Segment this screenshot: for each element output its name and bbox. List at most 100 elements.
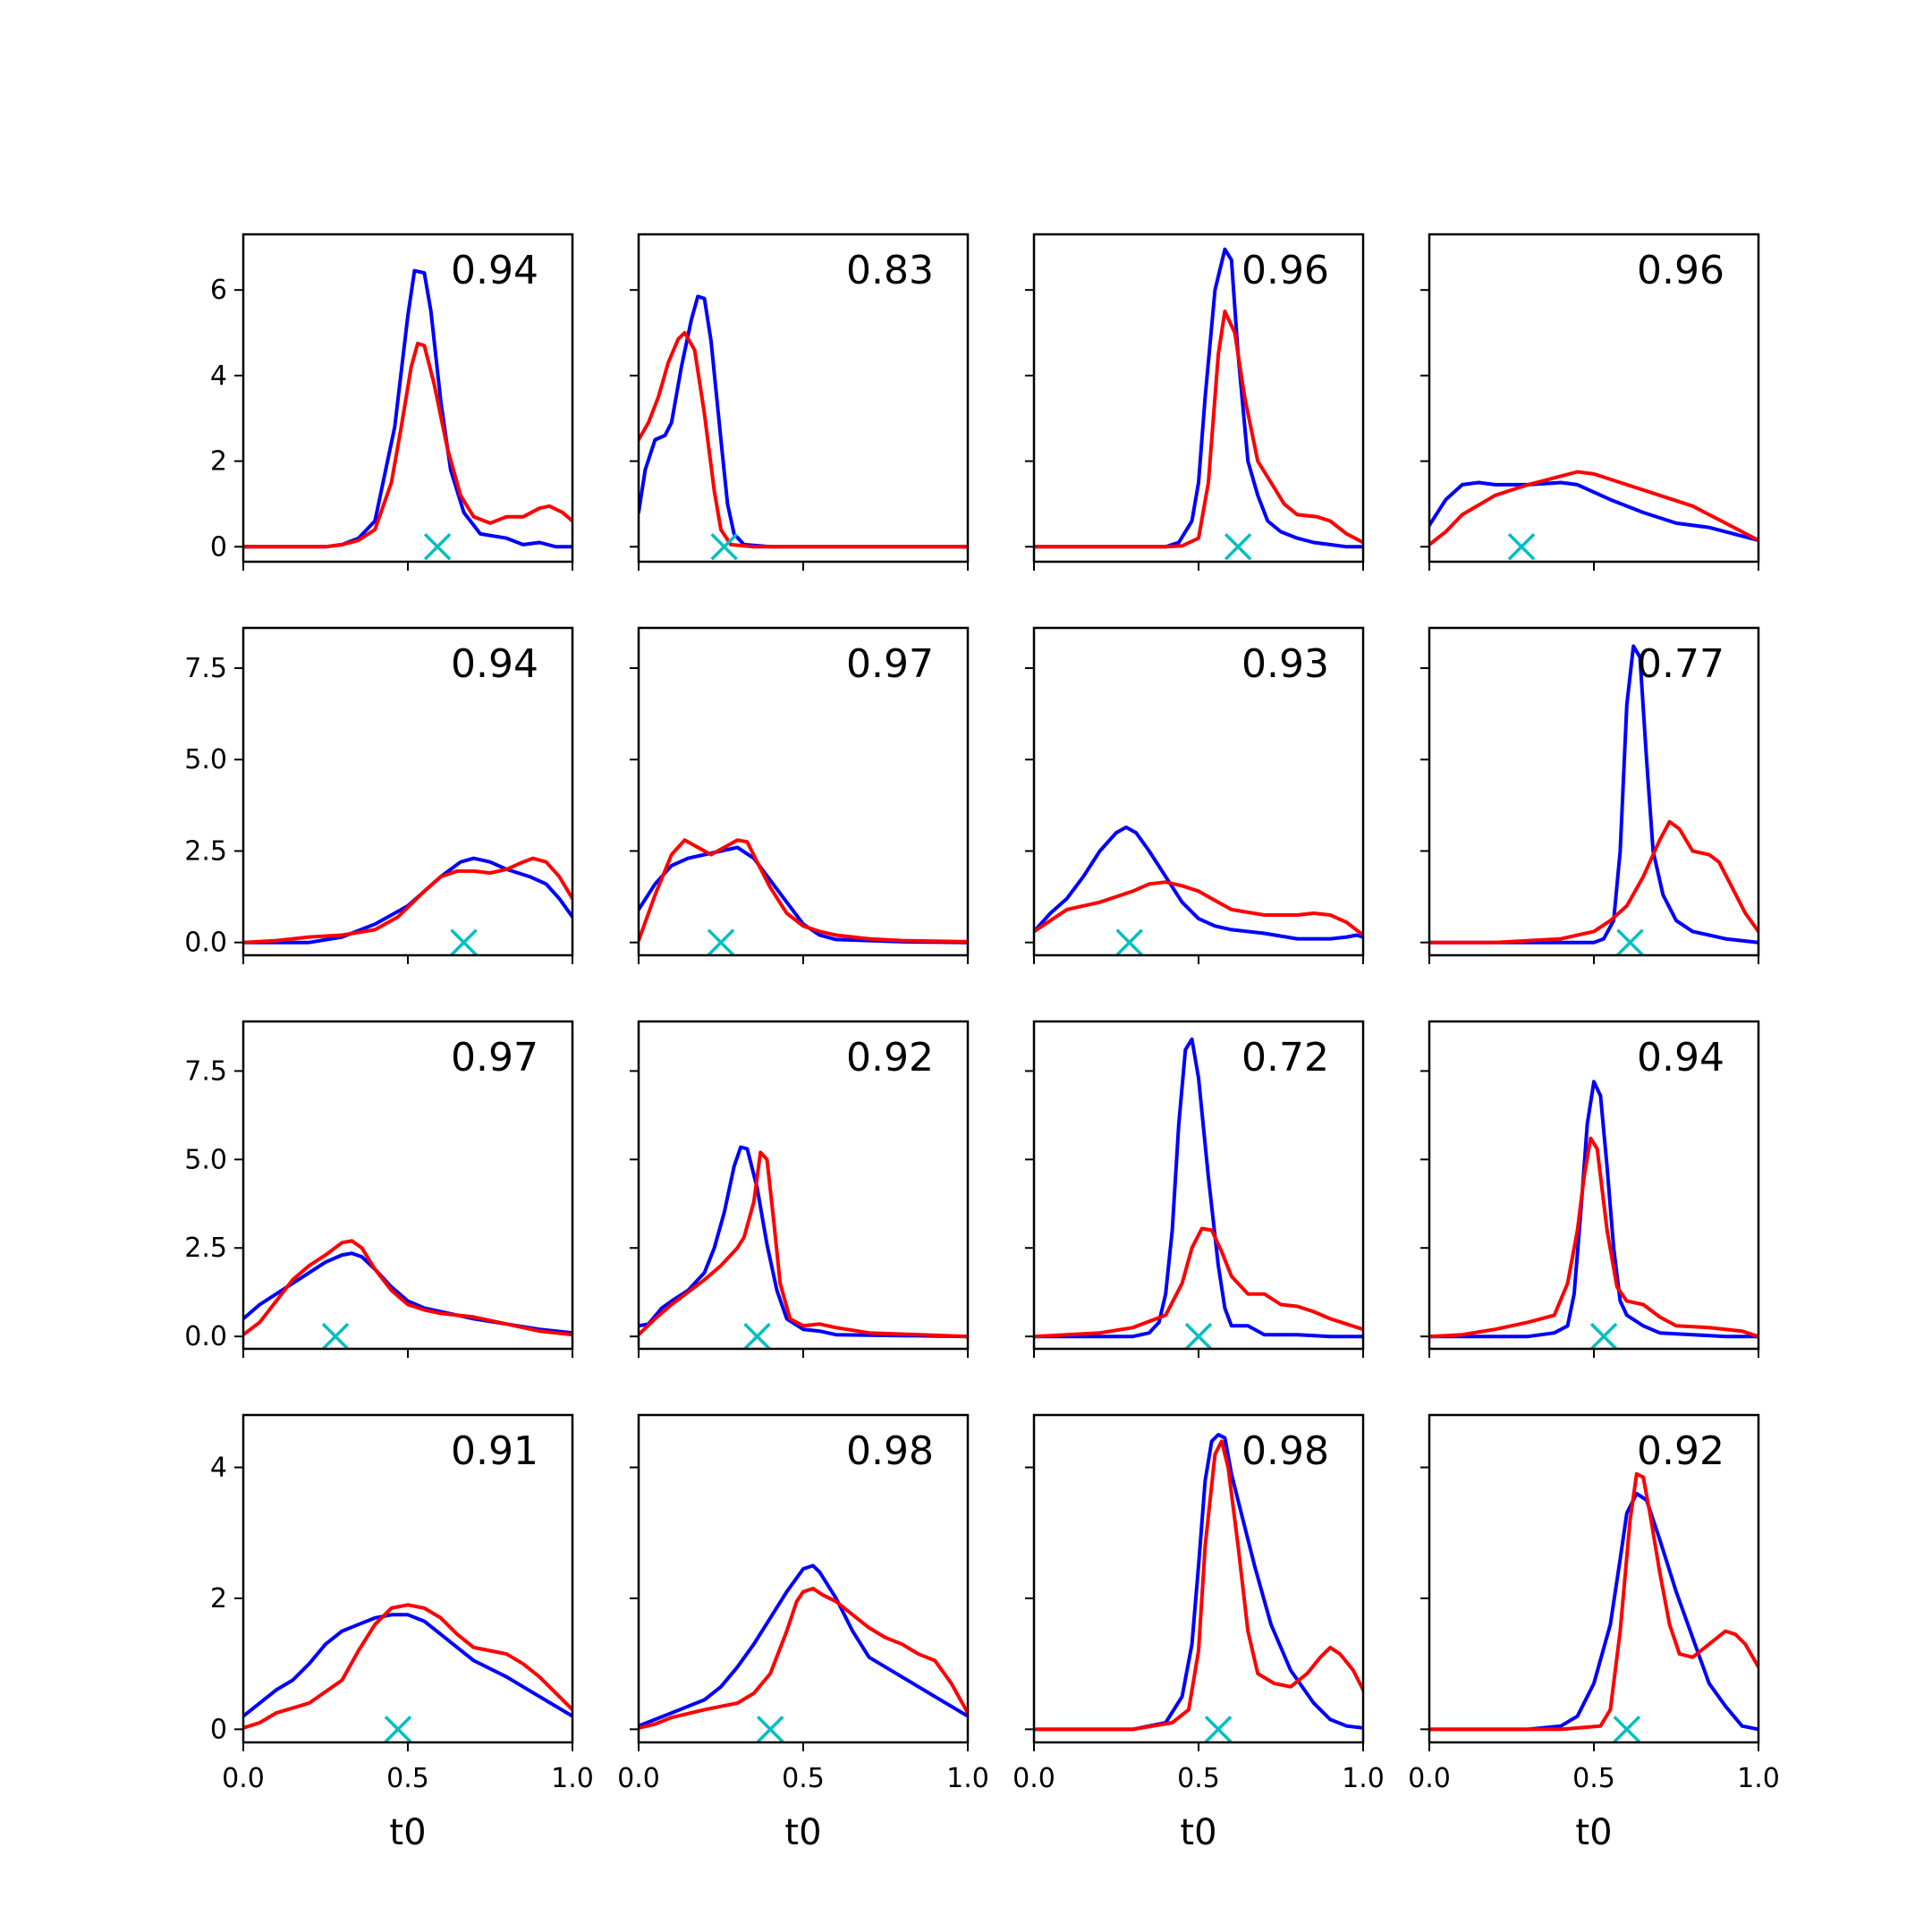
marker-stroke [1115, 928, 1143, 956]
blue-density-line [1034, 247, 1363, 549]
panel-score-label: 0.91 [451, 1428, 538, 1474]
blue-density-line [639, 1563, 968, 1728]
blue-density-line [639, 1145, 968, 1339]
panel-1: 0 2 4 6 0.94 [210, 233, 574, 571]
blue-density-line [1034, 825, 1363, 941]
red-density-line [243, 856, 572, 945]
y-tick-label: 7.5 [184, 653, 227, 684]
true-t0-marker [423, 533, 452, 561]
blue-density-line [1034, 1037, 1363, 1339]
panel-score-label: 0.93 [1241, 641, 1329, 687]
red-density-line [1034, 1226, 1363, 1339]
y-tick-label: 5.0 [184, 1144, 227, 1175]
y-tick-label: 0.0 [184, 1321, 227, 1352]
panel-score-label: 0.94 [451, 641, 538, 687]
marker-stroke [423, 533, 452, 561]
red-density-line [1429, 1136, 1758, 1339]
red-density-line [1034, 1439, 1363, 1732]
blue-density-line [243, 1251, 572, 1335]
true-t0-marker [1616, 928, 1644, 956]
true-t0-marker [1589, 1322, 1618, 1351]
blue-density-line [639, 845, 968, 945]
marker-stroke [1507, 533, 1536, 561]
red-density-line [1429, 819, 1758, 945]
red-density-line [1034, 880, 1363, 937]
true-t0-marker [743, 1322, 771, 1351]
x-tick-label: 0.5 [1572, 1763, 1615, 1794]
y-tick-label: 0.0 [184, 928, 227, 959]
x-tick-label: 0.5 [1177, 1763, 1220, 1794]
red-density-line [639, 838, 968, 944]
panel-score-label: 0.96 [1241, 248, 1329, 293]
panel-score-label: 0.94 [451, 248, 538, 293]
marker-stroke [1224, 533, 1252, 561]
true-t0-marker [710, 533, 738, 561]
panel-11: 0.72 [1025, 1020, 1365, 1358]
x-tick-label: 1.0 [946, 1763, 989, 1794]
panel-score-label: 0.98 [1241, 1428, 1329, 1474]
true-t0-marker [450, 928, 478, 956]
panel-score-label: 0.77 [1637, 641, 1724, 687]
x-tick-label: 0.0 [617, 1763, 660, 1794]
panel-score-label: 0.92 [846, 1035, 934, 1080]
true-t0-marker [384, 1716, 412, 1743]
panel-score-label: 0.94 [1637, 1035, 1724, 1080]
blue-density-line [243, 268, 572, 549]
panel-4: 0.96 [1420, 233, 1760, 571]
panel-6: 0.97 [630, 626, 970, 964]
panel-14: 0.0 0.5 1.0 t0 0.98 [617, 1413, 989, 1853]
y-tick-label: 0 [210, 1714, 227, 1745]
panel-score-label: 0.97 [846, 641, 934, 687]
panel-12: 0.94 [1420, 1020, 1760, 1358]
true-t0-marker [1224, 533, 1252, 561]
true-t0-marker [1184, 1322, 1213, 1351]
y-tick-label: 4 [210, 360, 227, 392]
x-tick-label: 1.0 [551, 1763, 594, 1794]
marker-stroke [321, 1322, 350, 1351]
red-density-line [1429, 470, 1758, 547]
red-density-line [243, 1603, 572, 1730]
marker-stroke [450, 928, 478, 956]
blue-density-line [1034, 1433, 1363, 1732]
true-t0-marker [756, 1716, 784, 1743]
panel-7: 0.93 [1025, 626, 1365, 964]
blue-density-line [1429, 1491, 1758, 1732]
x-axis-label: t0 [784, 1812, 821, 1853]
red-density-line [1429, 1471, 1758, 1732]
panel-3: 0.96 [1025, 233, 1365, 571]
blue-density-line [1429, 480, 1758, 543]
panel-16: 0.0 0.5 1.0 t0 0.92 [1408, 1413, 1780, 1853]
true-t0-marker [1613, 1716, 1641, 1743]
y-tick-label: 4 [210, 1453, 227, 1484]
red-density-line [639, 1150, 968, 1339]
x-tick-label: 1.0 [1342, 1763, 1385, 1794]
marker-stroke [1616, 928, 1644, 956]
red-density-line [243, 1239, 572, 1337]
y-tick-label: 2.5 [184, 1233, 227, 1264]
x-axis-label: t0 [389, 1812, 426, 1853]
true-t0-marker [321, 1322, 350, 1351]
marker-stroke [710, 533, 738, 561]
red-density-line [639, 1587, 968, 1730]
marker-stroke [743, 1322, 771, 1351]
marker-stroke [707, 928, 735, 956]
red-density-line [639, 331, 968, 549]
panel-9: 0.0 2.5 5.0 7.5 0.97 [184, 1020, 574, 1358]
marker-stroke [756, 1716, 784, 1743]
y-tick-label: 6 [210, 275, 227, 306]
x-tick-label: 0.0 [1408, 1763, 1451, 1794]
panel-8: 0.77 [1420, 626, 1760, 964]
x-tick-label: 0.0 [222, 1763, 265, 1794]
red-density-line [1034, 309, 1363, 549]
true-t0-marker [707, 928, 735, 956]
true-t0-marker [1204, 1716, 1233, 1743]
panel-15: 0.0 0.5 1.0 t0 0.98 [1013, 1413, 1385, 1853]
panel-13: 0 2 4 0.0 0.5 1.0 t0 0.91 [210, 1413, 594, 1853]
panel-score-label: 0.92 [1637, 1428, 1724, 1474]
x-tick-label: 0.5 [386, 1763, 429, 1794]
panel-score-label: 0.72 [1241, 1035, 1329, 1080]
red-density-line [243, 342, 572, 549]
y-tick-label: 2 [210, 1583, 227, 1614]
blue-density-line [1429, 1080, 1758, 1339]
